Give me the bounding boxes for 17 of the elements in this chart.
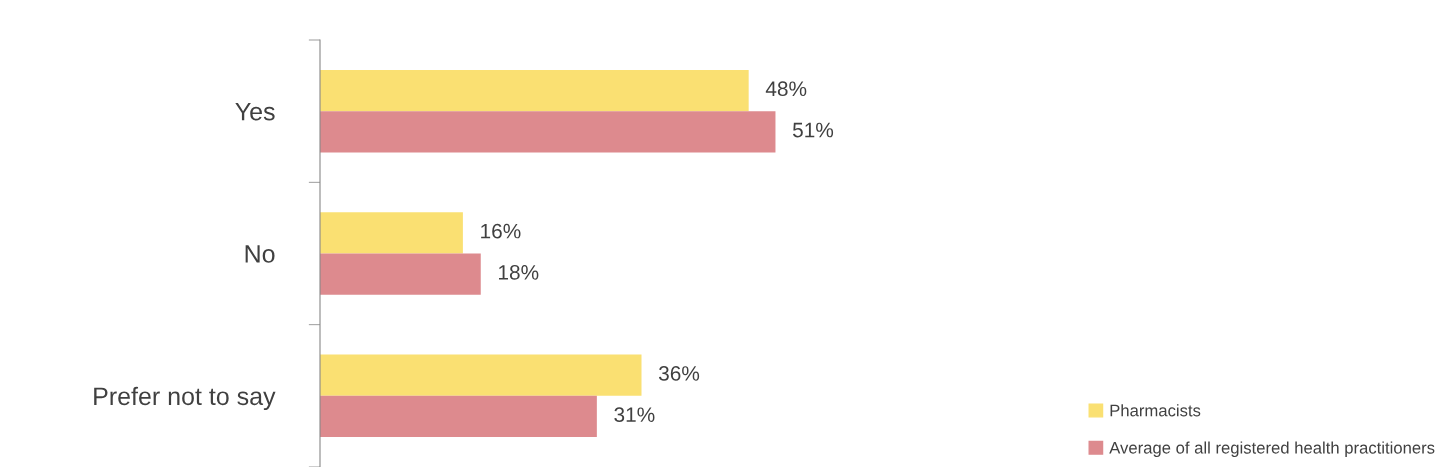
legend-label: Average of all registered health practitioners: [1109, 441, 1435, 457]
bar: [320, 354, 642, 396]
data-label: 31%: [614, 407, 655, 423]
bar: [320, 69, 749, 112]
y-tick-label: No: [245, 245, 275, 263]
bar: [320, 395, 597, 438]
data-label: 16%: [481, 223, 521, 239]
data-label: 51%: [792, 122, 834, 138]
bar: [320, 111, 776, 153]
bar: [320, 212, 463, 254]
data-label: 36%: [658, 366, 700, 381]
y-tick-label: Prefer not to say: [94, 386, 276, 411]
data-label: 18%: [499, 264, 539, 280]
legend-label: Pharmacists: [1110, 404, 1201, 417]
bar: [320, 253, 481, 295]
y-tick-label: Yes: [235, 103, 275, 121]
data-label: 48%: [765, 81, 807, 97]
